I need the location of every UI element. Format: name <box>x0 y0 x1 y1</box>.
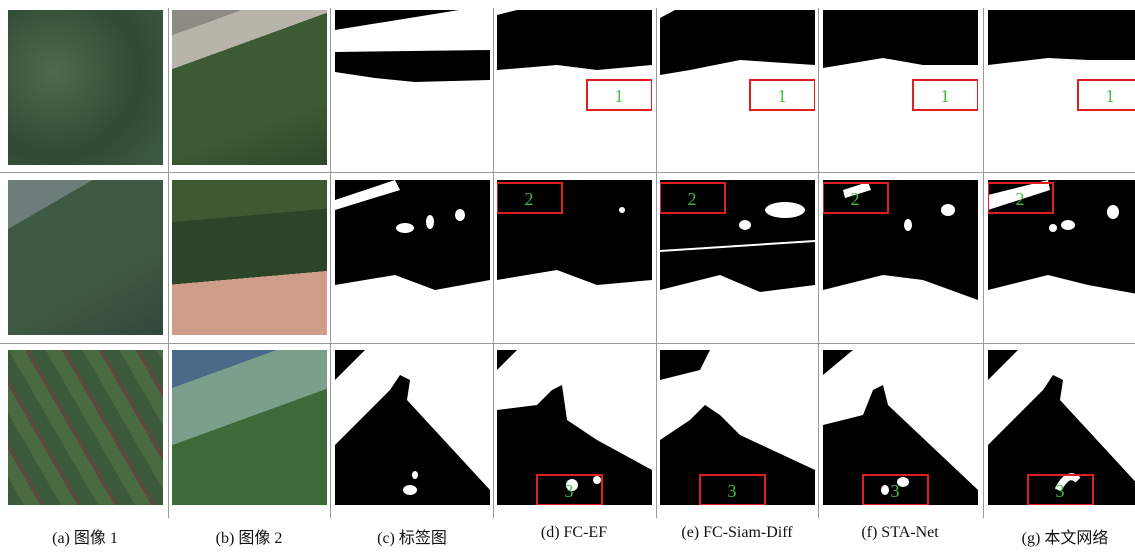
mask-svg: 1 <box>988 10 1135 165</box>
separator <box>493 8 494 518</box>
box-marker: 2 <box>525 189 534 209</box>
mask-svg: 1 <box>823 10 978 165</box>
mask-svg <box>335 10 490 165</box>
mask: 2 <box>988 180 1135 335</box>
mask-svg <box>335 350 490 505</box>
mask: 3 <box>660 350 815 505</box>
box-marker: 2 <box>1016 189 1025 209</box>
separator <box>168 8 169 518</box>
mask-svg: 3 <box>823 350 978 505</box>
mask: 1 <box>823 10 978 165</box>
mask: 1 <box>988 10 1135 165</box>
box-marker: 1 <box>1106 86 1115 106</box>
mask-svg: 2 <box>660 180 815 335</box>
separator <box>0 343 1135 344</box>
caption: (b) 图像 2 <box>169 524 329 548</box>
box-marker: 2 <box>851 189 860 209</box>
caption: (a) 图像 1 <box>5 524 165 548</box>
mask: 2 <box>660 180 815 335</box>
box-marker: 3 <box>1056 481 1065 501</box>
mask-svg: 3 <box>660 350 815 505</box>
box-marker: 1 <box>615 86 624 106</box>
photo <box>172 350 327 505</box>
mask: 3 <box>497 350 652 505</box>
separator <box>330 8 331 518</box>
mask-svg: 2 <box>823 180 978 335</box>
caption: (g) 本文网络 <box>985 524 1135 548</box>
mask-svg: 1 <box>660 10 815 165</box>
caption: (f) STA-Net <box>820 524 980 542</box>
mask: 3 <box>988 350 1135 505</box>
mask-svg: 2 <box>988 180 1135 335</box>
photo <box>8 350 163 505</box>
box-marker: 1 <box>941 86 950 106</box>
separator <box>656 8 657 518</box>
mask-svg: 1 <box>497 10 652 165</box>
separator <box>0 172 1135 173</box>
box-marker: 3 <box>728 481 737 501</box>
photo <box>172 180 327 335</box>
caption: (c) 标签图 <box>332 524 492 548</box>
box-marker: 1 <box>778 86 787 106</box>
photo <box>8 10 163 165</box>
mask: 2 <box>823 180 978 335</box>
mask: 2 <box>497 180 652 335</box>
mask <box>335 350 490 505</box>
mask: 1 <box>497 10 652 165</box>
photo <box>8 180 163 335</box>
mask: 1 <box>660 10 815 165</box>
box-marker: 3 <box>565 481 574 501</box>
caption: (e) FC-Siam-Diff <box>657 524 817 542</box>
mask: 3 <box>823 350 978 505</box>
mask-svg: 2 <box>497 180 652 335</box>
box-marker: 3 <box>891 481 900 501</box>
mask-svg <box>335 180 490 335</box>
mask <box>335 10 490 165</box>
separator <box>818 8 819 518</box>
mask-svg: 3 <box>497 350 652 505</box>
box-marker: 2 <box>688 189 697 209</box>
mask <box>335 180 490 335</box>
mask-svg: 3 <box>988 350 1135 505</box>
figure: 1 1 1 1 2 2 2 2 3 3 3 3 (a) 图像 1(b) 图像 2(c) 标签图(d) F… <box>0 0 1135 554</box>
caption: (d) FC-EF <box>494 524 654 542</box>
photo <box>172 10 327 165</box>
separator <box>983 8 984 518</box>
